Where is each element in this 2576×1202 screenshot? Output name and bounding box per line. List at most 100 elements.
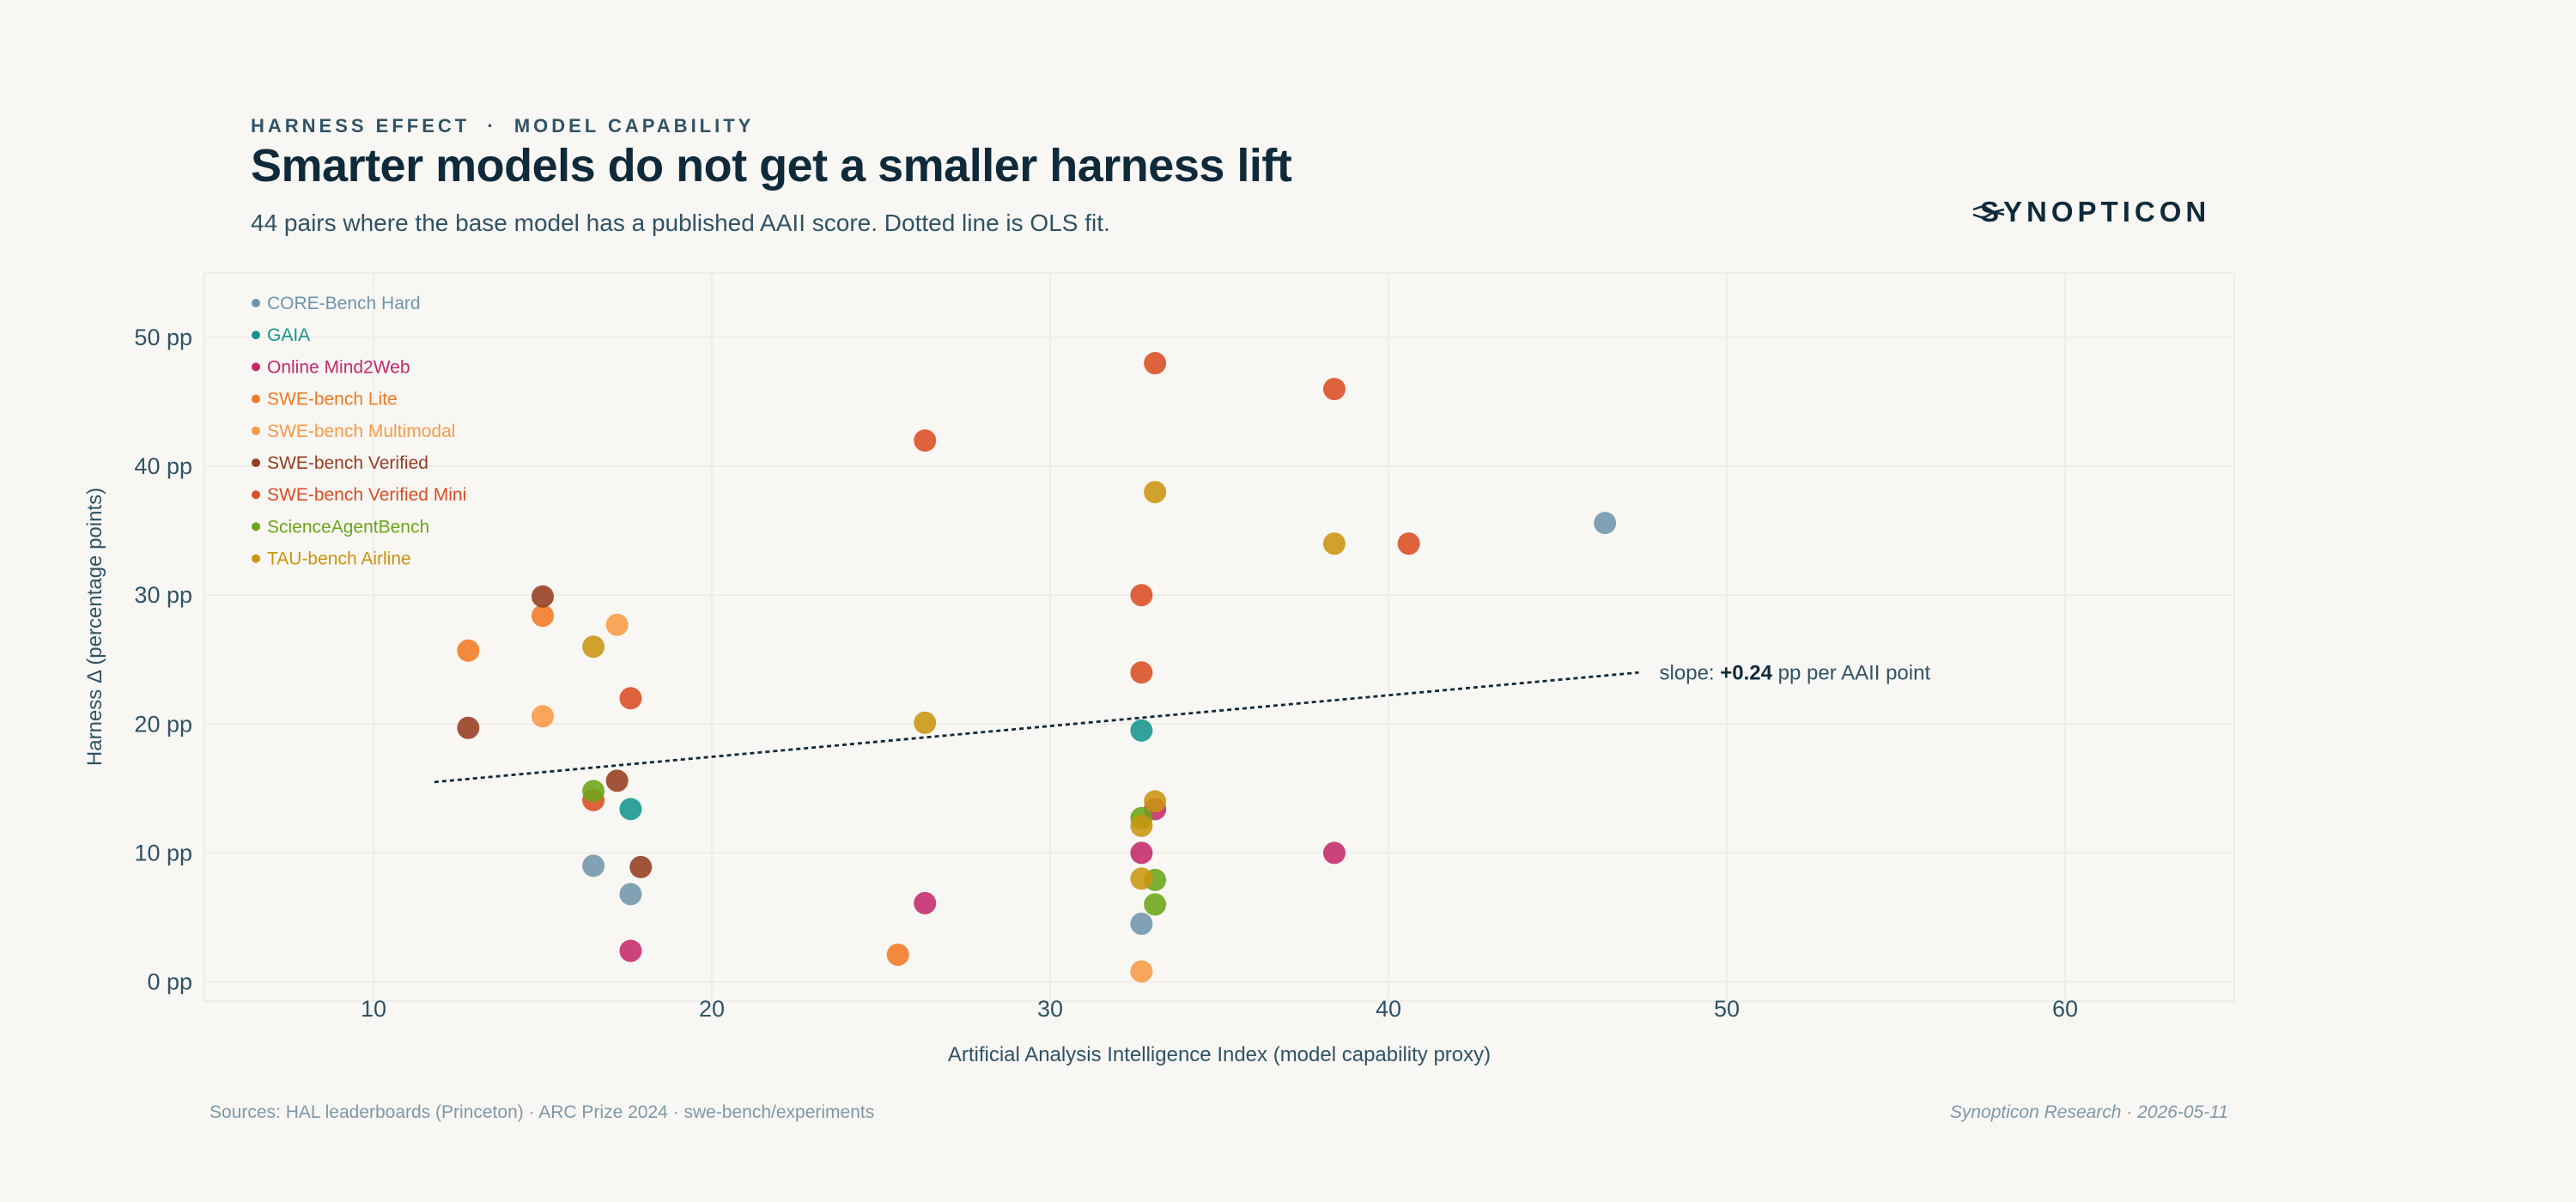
data-point (1130, 584, 1153, 607)
ols-fit: slope: +0.24 pp per AAII point (434, 661, 1931, 784)
data-point (1594, 512, 1617, 535)
legend-marker (252, 490, 260, 500)
data-point (1130, 814, 1153, 837)
data-point (1144, 352, 1167, 375)
legend-marker (252, 299, 260, 307)
eyebrow-separator: · (487, 115, 497, 137)
legend-label: Online Mind2Web (267, 357, 410, 377)
series-group (582, 780, 1167, 916)
synopticon-mark-icon (1972, 204, 2005, 220)
data-point (457, 639, 480, 662)
chart-grid (204, 272, 2235, 1002)
sources-note: Sources: HAL leaderboards (Princeton) · … (210, 1102, 875, 1122)
ols-fit-line (434, 671, 1639, 784)
series-group (619, 719, 1153, 821)
data-point (619, 798, 642, 821)
chart-axes: 10 20 30 40 50 60 0 pp 10 pp 20 pp 30 pp 40 pp 50 p… (134, 325, 2078, 1022)
data-point (1322, 841, 1346, 865)
legend-marker (252, 522, 260, 531)
data-point (582, 780, 605, 803)
plot-frame (204, 272, 2235, 1002)
data-point (619, 883, 642, 906)
y-tick-label: 0 pp (147, 968, 192, 994)
data-point (457, 716, 480, 739)
credit-note: Synopticon Research · 2026-05-11 (1949, 1102, 2228, 1122)
data-point (1130, 661, 1153, 684)
legend-label: TAU-bench Airline (267, 549, 411, 569)
data-point (1130, 841, 1153, 865)
legend-marker (252, 362, 260, 372)
legend-marker (252, 554, 260, 563)
y-tick-label: 10 pp (134, 840, 192, 865)
series-group (532, 613, 1153, 983)
x-tick-label: 20 (699, 996, 725, 1022)
y-tick-label: 50 pp (134, 325, 192, 350)
data-point (605, 769, 629, 792)
data-point (1130, 867, 1153, 890)
chart-title: Smarter models do not get a smaller harn… (251, 140, 1292, 191)
series-group (582, 352, 1420, 811)
data-point (582, 635, 605, 659)
data-point (1130, 912, 1153, 935)
data-point (605, 613, 629, 636)
legend-marker (252, 426, 260, 435)
x-tick-label: 50 (1714, 996, 1740, 1022)
legend-label: SWE-bench Verified Mini (267, 485, 466, 505)
chart-legend: CORE-Bench Hard GAIA Online Mind2Web SWE-be… (252, 294, 466, 569)
slope-suffix: pp per AAII point (1772, 661, 1930, 684)
slope-value: +0.24 (1720, 661, 1772, 684)
x-tick-label: 30 (1037, 996, 1063, 1022)
x-axis-label: Artificial Analysis Intelligence Index (… (948, 1043, 1491, 1066)
series-group (457, 604, 909, 966)
data-point (532, 705, 554, 728)
data-point (1144, 481, 1167, 504)
data-point (619, 687, 642, 710)
eyebrow-left: HARNESS EFFECT (251, 115, 471, 137)
data-point (532, 604, 554, 628)
series-group (582, 481, 1346, 890)
data-point (914, 429, 937, 452)
y-axis-label: Harness Δ (percentage points) (83, 488, 106, 766)
x-tick-label: 10 (361, 996, 386, 1022)
legend-label: CORE-Bench Hard (267, 294, 421, 313)
data-points (457, 352, 1617, 983)
logo-text: SYNOPTICON (1980, 196, 2211, 228)
y-tick-label: 40 pp (134, 453, 192, 479)
data-point (1322, 378, 1346, 401)
legend-marker (252, 331, 260, 340)
chart-eyebrow: HARNESS EFFECT · MODEL CAPABILITY (251, 115, 754, 137)
y-tick-label: 30 pp (134, 582, 192, 608)
data-point (582, 854, 605, 877)
series-group (457, 585, 653, 878)
legend-marker (252, 394, 260, 404)
data-point (914, 711, 937, 734)
data-point (886, 943, 909, 966)
x-tick-label: 40 (1376, 996, 1401, 1022)
synopticon-logo: SYNOPTICON (1971, 196, 2210, 228)
data-point (1130, 719, 1153, 742)
slope-annotation: slope: +0.24 pp per AAII point (1660, 661, 1931, 684)
data-point (532, 585, 554, 608)
chart-subtitle: 44 pairs where the base model has a publ… (251, 209, 1110, 236)
legend-label: GAIA (267, 325, 310, 345)
x-tick-label: 60 (2052, 996, 2078, 1022)
data-point (1144, 893, 1167, 916)
data-point (619, 939, 642, 962)
data-point (1397, 532, 1420, 555)
data-point (629, 855, 653, 878)
data-point (1322, 532, 1346, 555)
slope-prefix: slope: (1660, 661, 1721, 684)
eyebrow-right: MODEL CAPABILITY (513, 115, 755, 137)
legend-label: SWE-bench Lite (267, 390, 398, 410)
data-point (914, 891, 937, 914)
series-group (582, 512, 1617, 935)
legend-label: ScienceAgentBench (267, 517, 429, 537)
legend-label: SWE-bench Multimodal (267, 422, 455, 441)
data-point (1144, 790, 1167, 813)
legend-marker (252, 458, 260, 467)
data-point (1130, 960, 1153, 983)
legend-label: SWE-bench Verified (267, 453, 428, 473)
series-group (619, 798, 1346, 962)
y-tick-label: 20 pp (134, 711, 192, 737)
